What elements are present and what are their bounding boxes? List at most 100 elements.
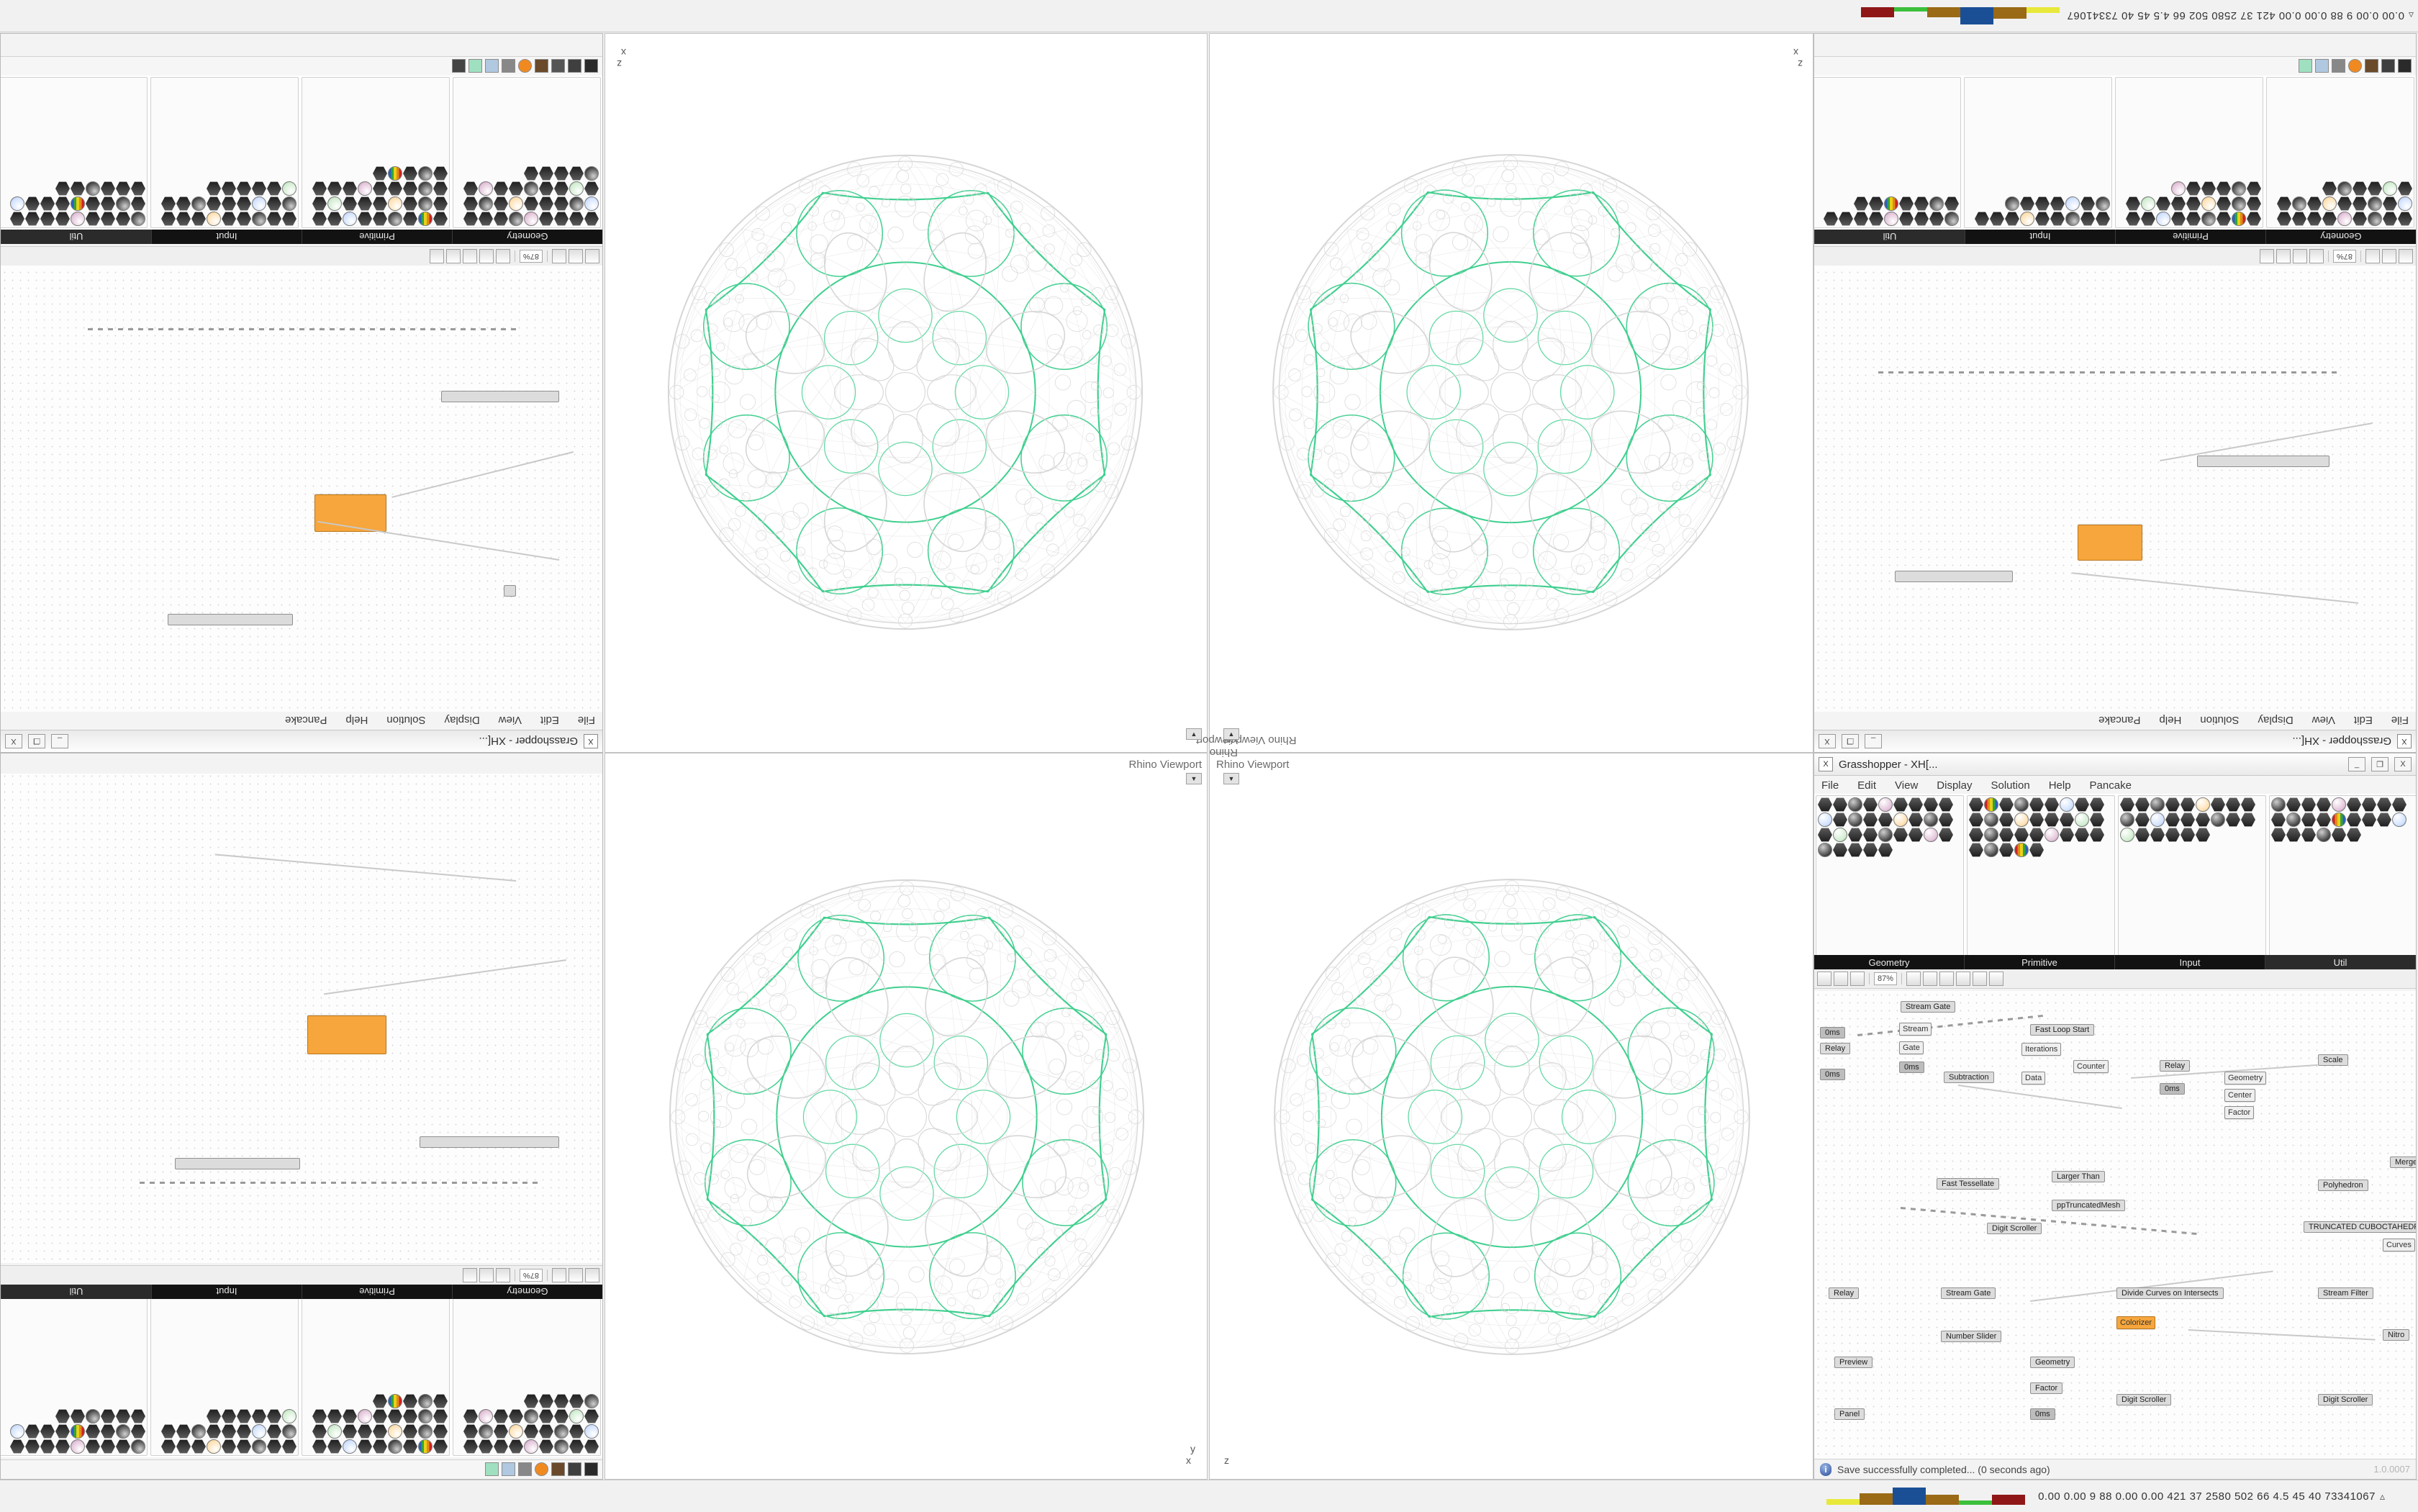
toolbar-icon-tr-sphere[interactable]: [2348, 59, 2362, 73]
gh-titlebar-tl[interactable]: X Grasshopper - XH[... _ ❐ X: [1, 730, 602, 752]
gh-canvas-tr[interactable]: [1814, 266, 2416, 712]
panel-geometry-tr[interactable]: [2266, 77, 2414, 228]
close-button-tl[interactable]: X: [5, 734, 22, 748]
gh-component-polyhedron[interactable]: Polyhedron: [2318, 1180, 2368, 1191]
maximize-button-tl[interactable]: ❐: [28, 734, 45, 748]
bake-icon-br[interactable]: [1939, 972, 1955, 986]
viewport-dropdown-bl[interactable]: ▼: [1186, 773, 1202, 784]
panel-util-br[interactable]: [2269, 795, 2416, 956]
gh-canvas-br[interactable]: Stream Gate Stream Gate 0ms Relay 0ms 0ms Subtr…: [1814, 991, 2416, 1459]
profiler-icon-br[interactable]: [1989, 972, 2004, 986]
gh-component-preview[interactable]: Preview: [1834, 1357, 1873, 1368]
gh-component-0ms[interactable]: 0ms: [2160, 1083, 2185, 1095]
gh-canvas-tl[interactable]: [1, 266, 602, 712]
toolbar-icon-sphere[interactable]: [518, 59, 532, 73]
gh-canvas-surface-bl[interactable]: [1, 774, 602, 1263]
panel-geometry-br[interactable]: [1816, 795, 1964, 956]
gh-component-panels-tl[interactable]: [0, 76, 602, 230]
viewport-dropdown-tr[interactable]: ▲: [1223, 728, 1239, 740]
menu-solution[interactable]: Solution: [386, 714, 426, 727]
gh-tabstrip-tr[interactable]: Geometry Primitive Input Util: [1814, 230, 2416, 244]
gh-toolbar-tl[interactable]: 87%: [0, 246, 602, 266]
cluster-icon[interactable]: [445, 249, 461, 263]
new-icon-bl[interactable]: [585, 1268, 599, 1282]
toolbar-icon-bl-2[interactable]: [568, 1462, 581, 1477]
component-cap-c[interactable]: [441, 391, 559, 402]
close-button-tr[interactable]: X: [1819, 734, 1836, 748]
menu-help-tr[interactable]: Help: [2159, 714, 2182, 727]
menu-solution-tr[interactable]: Solution: [2200, 714, 2240, 727]
open-icon-bl[interactable]: [569, 1268, 583, 1282]
tab-input[interactable]: Input: [151, 230, 302, 244]
save-icon[interactable]: [552, 249, 566, 263]
maximize-button-tr[interactable]: ❐: [1842, 734, 1859, 748]
gh-component-relay[interactable]: Relay: [1829, 1287, 1860, 1299]
gh-component-curves[interactable]: Curves: [2383, 1239, 2415, 1251]
eye-icon[interactable]: [495, 249, 510, 263]
component-cap-a[interactable]: [503, 585, 516, 597]
tab-util[interactable]: Util: [1, 230, 151, 244]
menu-help-br[interactable]: Help: [2048, 779, 2071, 792]
minimize-button-tr[interactable]: _: [1865, 734, 1882, 748]
menu-file[interactable]: File: [577, 714, 595, 727]
menu-display[interactable]: Display: [444, 714, 480, 727]
panel-geometry-icons[interactable]: [455, 166, 599, 226]
gh-canvas-surface-tl[interactable]: [1, 266, 602, 712]
gh-component-stream[interactable]: Stream: [1899, 1023, 1932, 1036]
gh-component-digit-scroller[interactable]: Digit Scroller: [2318, 1394, 2373, 1405]
eye-icon-bl[interactable]: [495, 1268, 510, 1282]
cluster-icon-br[interactable]: [1973, 972, 1988, 986]
zoom-level-field-tr[interactable]: 87%: [2332, 250, 2356, 263]
gh-component-stream-gate[interactable]: Stream Gate: [1901, 1001, 1956, 1013]
gh-component-panels-tr[interactable]: [1814, 76, 2416, 230]
component-cap-f[interactable]: [420, 1136, 559, 1148]
gh-menubar-tl[interactable]: File Edit View Display Solution Help Pan…: [1, 710, 602, 730]
preview-icon[interactable]: [479, 249, 494, 263]
gh-toolbar-bl[interactable]: 87%: [0, 1265, 602, 1285]
menu-view[interactable]: View: [498, 714, 522, 727]
gh-component-truncated-cuboctahedron[interactable]: TRUNCATED CUBOCTAHEDRON: [2304, 1221, 2416, 1233]
zoom-level-field-br[interactable]: 87%: [1874, 972, 1898, 985]
cluster-icon-tr[interactable]: [2259, 249, 2274, 263]
tab-util-br[interactable]: Util: [2265, 955, 2416, 969]
panel-primitive-br[interactable]: [1967, 795, 2115, 956]
menu-display-tr[interactable]: Display: [2258, 714, 2294, 727]
menu-display-br[interactable]: Display: [1937, 779, 1973, 792]
close-button-br[interactable]: X: [2394, 757, 2412, 771]
panel-geometry-icons-tr[interactable]: [2268, 181, 2412, 226]
tab-geometry[interactable]: Geometry: [452, 230, 602, 244]
bake-icon-tr[interactable]: [2276, 249, 2291, 263]
new-icon[interactable]: [585, 249, 599, 263]
panel-primitive-icons[interactable]: [304, 166, 448, 226]
component-cap-g[interactable]: [175, 1158, 300, 1169]
gh-component-digit-scroller[interactable]: Digit Scroller: [1987, 1223, 2042, 1234]
bake-icon[interactable]: [462, 249, 477, 263]
component-cap-e[interactable]: [2197, 456, 2329, 467]
gh-tabstrip-bl[interactable]: Geometry Primitive Input Util: [1, 1285, 602, 1299]
panel-geometry[interactable]: [453, 77, 601, 228]
tab-primitive-br[interactable]: Primitive: [1965, 955, 2115, 969]
viewport-dropdown-br[interactable]: ▼: [1223, 773, 1239, 784]
tab-input-br[interactable]: Input: [2115, 955, 2265, 969]
panel-input-tr[interactable]: [1964, 77, 2112, 228]
save-icon-bl[interactable]: [552, 1268, 566, 1282]
rhino-viewport-bottom-right[interactable]: z: [1209, 753, 1814, 1480]
status-collapse-chevron-bottom[interactable]: ▵: [2379, 1490, 2385, 1502]
panel-primitive[interactable]: [302, 77, 450, 228]
menu-help[interactable]: Help: [345, 714, 368, 727]
gh-component-merge[interactable]: Merge: [2390, 1156, 2416, 1168]
panel-primitive-icons-tr[interactable]: [2117, 181, 2261, 226]
gh-toolbar-br[interactable]: 87%: [1814, 969, 2416, 989]
toolbar-icon-tr-3[interactable]: [2365, 59, 2378, 73]
toolbar-icon-3[interactable]: [551, 59, 565, 73]
tab-geometry-br[interactable]: Geometry: [1814, 955, 1965, 969]
gh-canvas-bl[interactable]: [1, 774, 602, 1263]
minimize-button-br[interactable]: _: [2348, 757, 2365, 771]
viewport-dropdown-tl[interactable]: ▲: [1186, 728, 1202, 740]
gh-canvas-surface-br[interactable]: Stream Gate Stream Gate 0ms Relay 0ms 0ms Subtr…: [1814, 991, 2416, 1459]
rhino-viewport-top-left[interactable]: x z: [604, 33, 1208, 753]
gh-component-fast-loop-start[interactable]: Fast Loop Start: [2030, 1024, 2095, 1036]
menu-view-br[interactable]: View: [1895, 779, 1919, 792]
gh-menubar-br[interactable]: File Edit View Display Solution Help Pan…: [1814, 776, 2416, 795]
rhino-toolbar-tr[interactable]: [1814, 56, 2416, 76]
